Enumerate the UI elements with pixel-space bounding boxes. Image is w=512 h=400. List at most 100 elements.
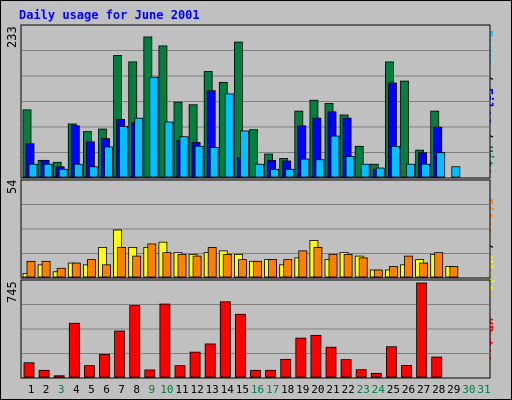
visits-sites-bar — [162, 252, 172, 278]
requests-hits-bar — [158, 45, 168, 178]
volume-kbytes-bar — [189, 351, 201, 378]
x-tick-label: 2 — [43, 383, 50, 396]
requests-pages-bar — [451, 166, 461, 178]
x-tick-label: 18 — [281, 383, 294, 396]
visits-sites-bar — [117, 247, 126, 278]
requests-pages-bar — [194, 145, 204, 178]
volume-kbytes-bar — [431, 356, 443, 378]
x-tick-label: 19 — [296, 383, 309, 396]
visits-sites-bar — [373, 269, 383, 278]
visits-sites-bar — [343, 253, 353, 278]
volume-kbytes-bar — [416, 282, 428, 378]
volume-kbytes-bar — [340, 359, 352, 378]
x-tick-label: 26 — [402, 383, 415, 396]
requests-pages-bar — [421, 163, 431, 178]
requests-pages-bar — [224, 93, 234, 178]
visits-sites-bar — [237, 259, 247, 278]
visits-sites-bar — [283, 259, 293, 278]
requests-pages-bar — [315, 159, 325, 178]
x-tick-label: 28 — [432, 383, 445, 396]
requests-hits-bar — [354, 145, 364, 178]
x-tick-label: 22 — [341, 383, 354, 396]
x-tick-label: 15 — [236, 383, 249, 396]
x-tick-label: 13 — [206, 383, 219, 396]
requests-pages-bar — [164, 121, 174, 178]
x-tick-label: 3 — [58, 383, 65, 396]
volume-kbytes-bar — [53, 375, 65, 378]
volume-kbytes-bar — [325, 346, 337, 378]
visits-sites-bar — [41, 260, 51, 278]
x-tick-label: 1 — [28, 383, 35, 396]
visits-sites-bar — [147, 243, 157, 278]
volume-kbytes-bar — [159, 303, 171, 378]
requests-pages-bar — [149, 76, 159, 178]
requests-pages-bar — [134, 117, 144, 178]
requests-pages-bar — [285, 168, 295, 178]
x-tick-label: 7 — [118, 383, 125, 396]
volume-kbytes-bar — [295, 337, 307, 378]
volume-kbytes-bar — [385, 346, 397, 378]
requests-pages-bar — [436, 152, 446, 178]
requests-pages-bar — [300, 158, 310, 178]
x-tick-label: 12 — [190, 383, 203, 396]
volume-kbytes-bar — [401, 364, 412, 378]
chart-title: Daily usage for June 2001 — [19, 8, 200, 22]
requests-pages-bar — [28, 163, 38, 178]
visits-sites-bar — [132, 255, 142, 278]
x-tick-label: 9 — [148, 383, 155, 396]
volume-kbytes-bar — [84, 365, 95, 378]
x-tick-label: 31 — [477, 383, 490, 396]
visits-sites-bar — [26, 260, 36, 278]
requests-pages-bar — [375, 167, 385, 178]
volume-kbytes-bar — [234, 313, 246, 378]
visits-sites-bar — [419, 262, 429, 278]
x-tick-label: 21 — [326, 383, 339, 396]
visits-sites-bar — [222, 253, 232, 278]
volume-kbytes-bar — [204, 343, 216, 378]
requests-pages-bar — [209, 147, 219, 178]
x-tick-label: 29 — [447, 383, 460, 396]
requests-hits-bar — [249, 129, 258, 178]
x-tick-label: 10 — [160, 383, 173, 396]
requests-pages-bar — [58, 168, 68, 178]
volume-kbytes-bar — [99, 354, 110, 378]
volume-kbytes-bar — [174, 365, 186, 378]
visits-sites-bar — [298, 250, 308, 278]
requests-pages-bar — [73, 163, 83, 178]
volume-kbytes-bar — [355, 369, 367, 378]
visits-sites-bar — [313, 247, 323, 278]
visits-sites-bar — [177, 253, 187, 278]
visits-sites-bar — [192, 255, 202, 278]
visits-sites-bar — [404, 255, 413, 278]
requests-pages-bar — [360, 163, 370, 178]
requests-hits-bar — [400, 80, 409, 178]
x-tick-label: 11 — [175, 383, 188, 396]
requests-pages-bar — [239, 130, 249, 178]
volume-kbytes-bar — [219, 301, 231, 378]
requests-pages-bar — [270, 168, 280, 178]
volume-kbytes-bar — [144, 369, 156, 378]
visits-sites-bar — [56, 267, 66, 278]
requests-pages-bar — [330, 135, 340, 178]
requests-pages-bar — [179, 136, 189, 178]
x-tick-label: 25 — [387, 383, 400, 396]
visits-sites-bar — [87, 259, 96, 278]
x-tick-label: 27 — [417, 383, 430, 396]
volume-kbytes-bar — [370, 372, 382, 378]
visits-sites-bar — [71, 262, 81, 278]
visits-sites-bar — [253, 260, 262, 278]
x-tick-label: 20 — [311, 383, 324, 396]
visits-sites-bar — [449, 266, 459, 278]
requests-pages-bar — [390, 145, 400, 178]
requests-pages-bar — [406, 163, 415, 178]
volume-kbytes-bar — [265, 369, 277, 378]
x-tick-label: 5 — [88, 383, 95, 396]
x-tick-label: 4 — [73, 383, 80, 396]
visits-sites-bar — [268, 259, 278, 278]
requests-pages-bar — [104, 146, 113, 178]
volume-kbytes-bar — [280, 358, 292, 378]
x-tick-label: 16 — [251, 383, 264, 396]
visits-sites-bar — [358, 257, 368, 278]
x-tick-label: 23 — [357, 383, 370, 396]
